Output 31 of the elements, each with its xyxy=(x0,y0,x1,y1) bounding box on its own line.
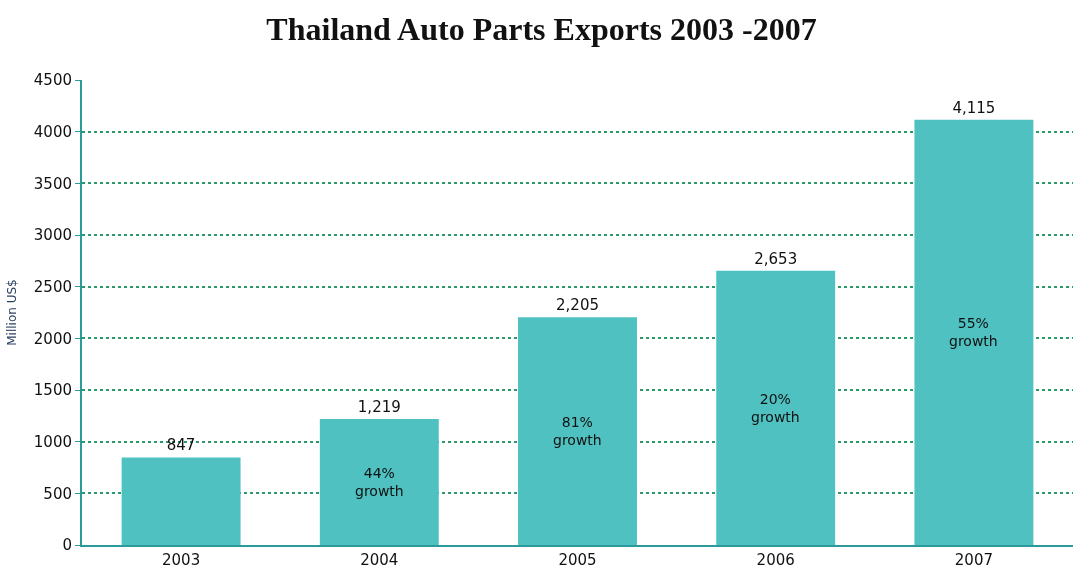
data-label: 2,205 xyxy=(556,296,599,315)
annotation: 20% growth xyxy=(751,391,800,426)
x-tick-label: 2004 xyxy=(360,551,399,569)
y-tick-label: 1000 xyxy=(33,432,72,451)
x-tick-label: 2006 xyxy=(756,551,795,569)
bar xyxy=(121,457,241,545)
y-tick-label: 2000 xyxy=(33,329,72,348)
x-tick-label: 2007 xyxy=(954,551,993,569)
y-tick-label: 3000 xyxy=(33,226,72,245)
y-axis-title: Million US$ xyxy=(4,279,19,346)
x-tick-label: 2003 xyxy=(162,551,201,569)
bar xyxy=(319,419,439,545)
annotation: 81% growth xyxy=(553,414,602,449)
data-label: 2,653 xyxy=(754,249,798,268)
data-label: 4,115 xyxy=(952,98,996,117)
bar xyxy=(914,119,1034,545)
chart-title: Thailand Auto Parts Exports 2003 -2007 xyxy=(266,10,817,47)
y-tick-label: 3500 xyxy=(33,174,72,193)
y-tick-label: 0 xyxy=(62,536,72,555)
annotation: 55% growth xyxy=(949,315,998,350)
y-tick-label: 2500 xyxy=(33,277,72,296)
bar xyxy=(518,317,637,545)
y-tick-label: 4000 xyxy=(33,122,72,141)
data-label: 847 xyxy=(166,436,196,455)
y-tick-label: 500 xyxy=(43,484,72,503)
bar xyxy=(716,270,836,545)
x-tick-label: 2005 xyxy=(558,551,597,569)
data-label: 1,219 xyxy=(357,398,401,417)
annotation: 44% growth xyxy=(355,465,404,500)
y-tick-label: 4500 xyxy=(33,71,72,90)
y-tick-label: 1500 xyxy=(33,381,72,400)
